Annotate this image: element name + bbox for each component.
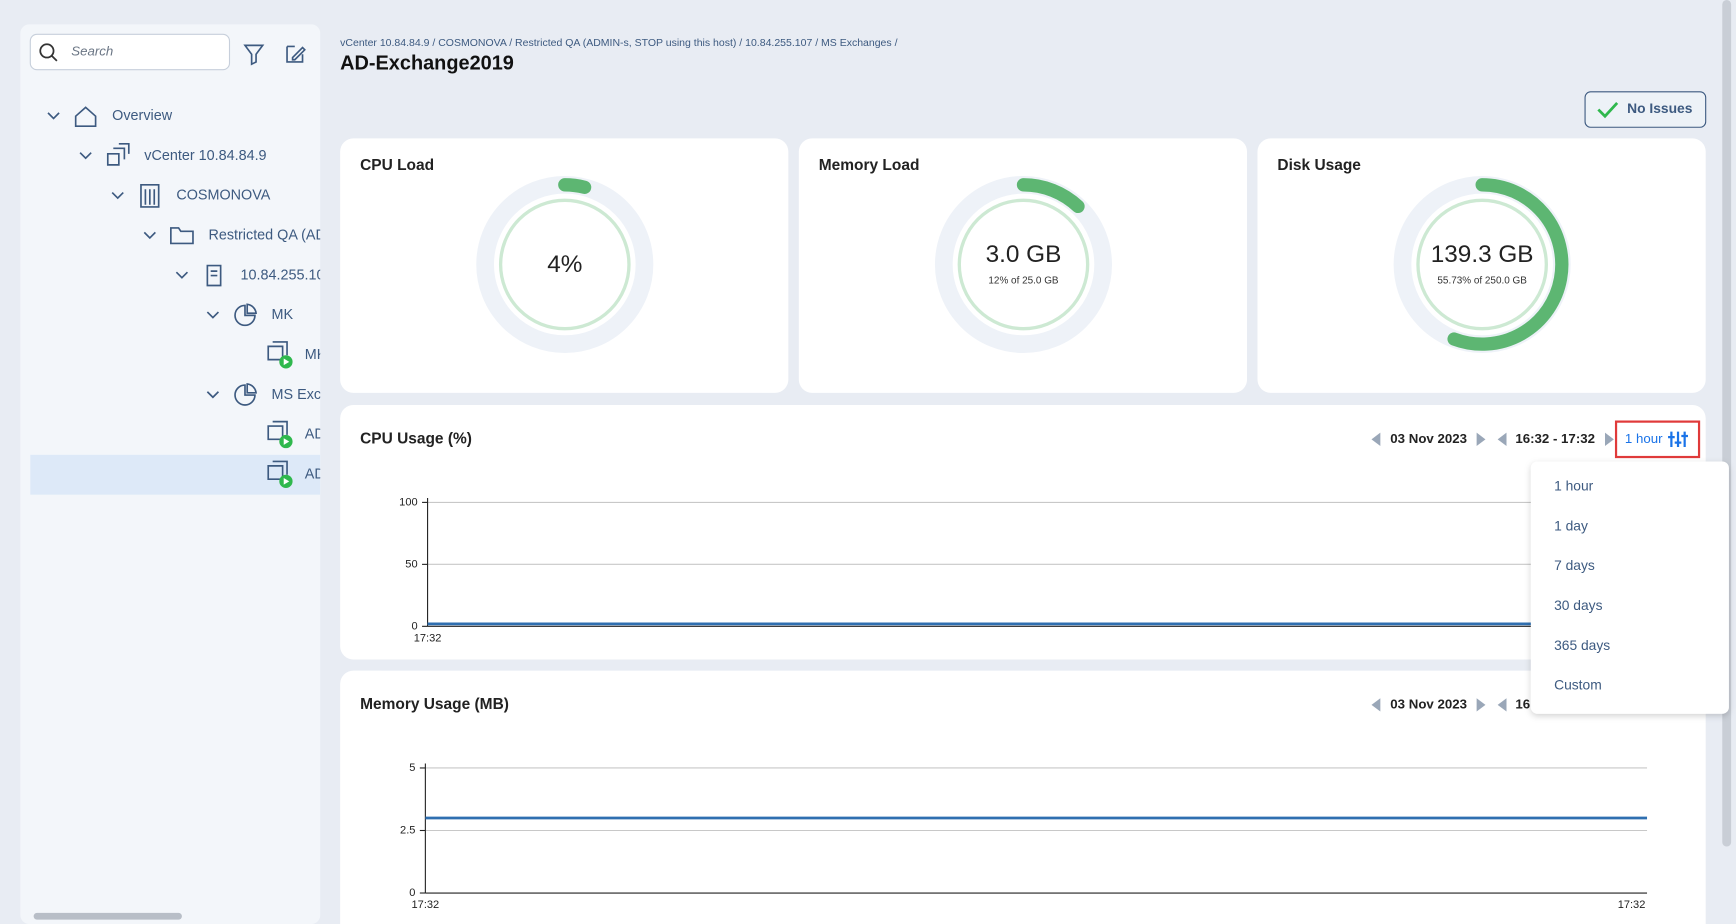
y-tick-label: 5 (409, 762, 415, 774)
breadcrumb: vCenter 10.84.84.9 / COSMONOVA / Restric… (340, 37, 897, 49)
y-tick-label: 2.5 (400, 824, 415, 836)
search-icon (50, 54, 58, 62)
prev-arrow[interactable] (1497, 698, 1507, 712)
expand-chevron[interactable] (111, 191, 124, 200)
tree-icon (140, 183, 160, 208)
gauge-sub: 55.73% of 250.0 GB (1437, 276, 1527, 287)
tree-label[interactable]: Restricted QA (AD (208, 227, 325, 243)
prev-arrow[interactable] (1497, 432, 1507, 446)
next-arrow[interactable] (1476, 432, 1486, 446)
gauge-value: 139.3 GB (1431, 241, 1534, 268)
time-range: 16 (1515, 696, 1530, 711)
vm-status (283, 478, 290, 485)
dropdown-item[interactable]: 7 days (1554, 557, 1595, 573)
period-icon (1668, 431, 1688, 448)
search-icon (39, 43, 55, 59)
gauge-sub: 12% of 25.0 GB (988, 276, 1059, 287)
h-scrollbar[interactable] (33, 912, 182, 920)
dropdown-item[interactable]: 1 hour (1554, 478, 1594, 494)
tree-icon (234, 303, 257, 327)
expand-chevron[interactable] (47, 112, 60, 120)
gauge-value: 4% (547, 251, 582, 278)
highlight-box (1614, 420, 1701, 459)
x-tick-label: 17:32 (412, 899, 440, 911)
gauge-title: Disk Usage (1277, 157, 1361, 174)
vm-status (283, 438, 290, 445)
status-label: No Issues (1627, 100, 1693, 116)
gauge-title: Memory Load (819, 157, 920, 174)
prev-arrow[interactable] (1371, 432, 1381, 446)
tree-label[interactable]: COSMONOVA (176, 188, 270, 204)
dropdown-menu (1530, 461, 1729, 714)
prev-arrow[interactable] (1371, 698, 1381, 712)
gauge-card (798, 138, 1248, 393)
y-tick-label: 100 (399, 496, 417, 508)
next-arrow[interactable] (1604, 432, 1614, 446)
period-button[interactable]: 1 hour (1625, 431, 1663, 446)
gauge-value: 3.0 GB (986, 241, 1062, 268)
edit-icon[interactable] (286, 45, 306, 63)
gauge-arc (1016, 178, 1085, 214)
chart-date: 03 Nov 2023 (1390, 696, 1467, 711)
x-tick-label: 17:32 (1618, 899, 1646, 911)
chart-card (340, 670, 1706, 924)
gauge-card (340, 138, 789, 393)
search-box[interactable] (29, 33, 231, 71)
tree-icon (106, 143, 130, 166)
chart-date: 03 Nov 2023 (1390, 431, 1467, 446)
gauge-inner (957, 198, 1090, 331)
expand-chevron[interactable] (143, 231, 156, 240)
tree-label[interactable]: MS Exc (272, 387, 322, 403)
tree-label[interactable]: MK (305, 347, 327, 363)
gauge-card (1257, 138, 1706, 393)
gauge-title: CPU Load (360, 157, 434, 174)
check-icon (1597, 101, 1619, 119)
chart-card (340, 405, 1706, 660)
y-tick-label: 0 (409, 887, 415, 899)
chart-title: CPU Usage (%) (360, 430, 472, 447)
expand-chevron[interactable] (206, 311, 220, 319)
tree-label[interactable]: vCenter 10.84.84.9 (144, 148, 266, 164)
tree-label[interactable]: MK (272, 307, 294, 323)
tree-icon (74, 106, 97, 127)
tree-label[interactable]: AD (305, 427, 325, 443)
next-arrow[interactable] (1476, 698, 1486, 712)
dropdown-item[interactable]: 365 days (1554, 637, 1610, 653)
tree-icon (234, 383, 257, 406)
selected-row (30, 454, 321, 495)
time-range: 16:32 - 17:32 (1515, 431, 1595, 446)
search-placeholder: Search (71, 44, 113, 59)
tree-label[interactable]: Overview (112, 108, 173, 124)
dropdown-item[interactable]: 30 days (1554, 597, 1603, 613)
vm-status (283, 358, 290, 366)
y-tick-label: 50 (405, 558, 417, 570)
gauge-arc (1447, 178, 1569, 351)
gauge-arc (558, 178, 592, 194)
x-tick-label: 17:32 (414, 632, 442, 644)
dropdown-item[interactable]: 1 day (1554, 517, 1588, 533)
scrollbar[interactable] (1722, 0, 1732, 847)
expand-chevron[interactable] (175, 271, 189, 279)
page-title: AD-Exchange2019 (340, 52, 514, 74)
tree-label[interactable]: AD (305, 467, 325, 483)
filter-icon[interactable] (243, 44, 265, 66)
status-button[interactable] (1584, 91, 1707, 128)
tree-icon (206, 264, 222, 287)
y-tick-label: 0 (411, 620, 417, 632)
tree-icon (170, 227, 194, 245)
gauge-inner (1416, 198, 1548, 331)
expand-chevron[interactable] (206, 391, 220, 399)
expand-chevron[interactable] (79, 152, 92, 160)
chart-title: Memory Usage (MB) (360, 696, 509, 713)
gauge-inner (498, 198, 631, 331)
tree-label[interactable]: 10.84.255.10 (241, 267, 325, 283)
dropdown-item[interactable]: Custom (1554, 677, 1602, 693)
